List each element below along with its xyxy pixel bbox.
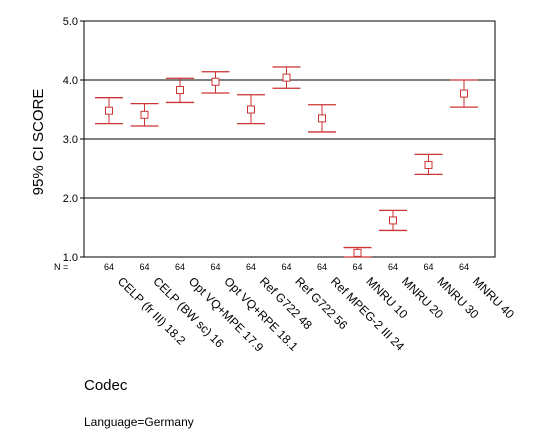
n-value-5: 64 [281,262,291,272]
y-tick-label-4: 5.0 [63,16,78,28]
mean-marker-8 [389,216,397,225]
y-tick-label-2: 3.0 [63,134,78,146]
n-value-8: 64 [388,262,398,272]
mean-marker-2 [176,86,184,95]
mean-marker-1 [140,110,149,119]
footnote: Language=Germany [84,415,194,429]
y-tick-label-0: 1.0 [63,252,78,264]
n-prefix: N = [54,262,68,272]
mean-marker-9 [424,160,433,169]
x-axis-title: Codec [84,377,128,394]
error-bars [95,66,478,258]
n-value-9: 64 [423,262,433,272]
n-value-6: 64 [317,262,327,272]
y-axis-title: 95% CI SCORE [30,89,47,196]
n-value-7: 64 [352,262,362,272]
n-value-3: 64 [210,262,220,272]
n-row: N = 64 64 64 64 64 64 64 64 64 64 64 [54,262,469,272]
n-value-1: 64 [139,262,149,272]
n-value-2: 64 [175,262,185,272]
mean-marker-3 [211,77,220,86]
mean-marker-5 [282,73,291,82]
n-value-10: 64 [459,262,469,272]
mean-marker-7 [353,248,362,257]
y-tick-label-1: 2.0 [63,193,78,205]
mean-marker-10 [460,89,468,98]
n-value-0: 64 [104,262,114,272]
reference-lines [84,79,495,199]
y-axis-ticks: 1.0 2.0 3.0 4.0 5.0 [63,16,84,264]
y-tick-label-3: 4.0 [63,75,78,87]
mean-marker-4 [247,105,255,114]
n-value-4: 64 [246,262,256,272]
mean-marker-6 [318,114,326,123]
mean-marker-0 [105,106,113,115]
